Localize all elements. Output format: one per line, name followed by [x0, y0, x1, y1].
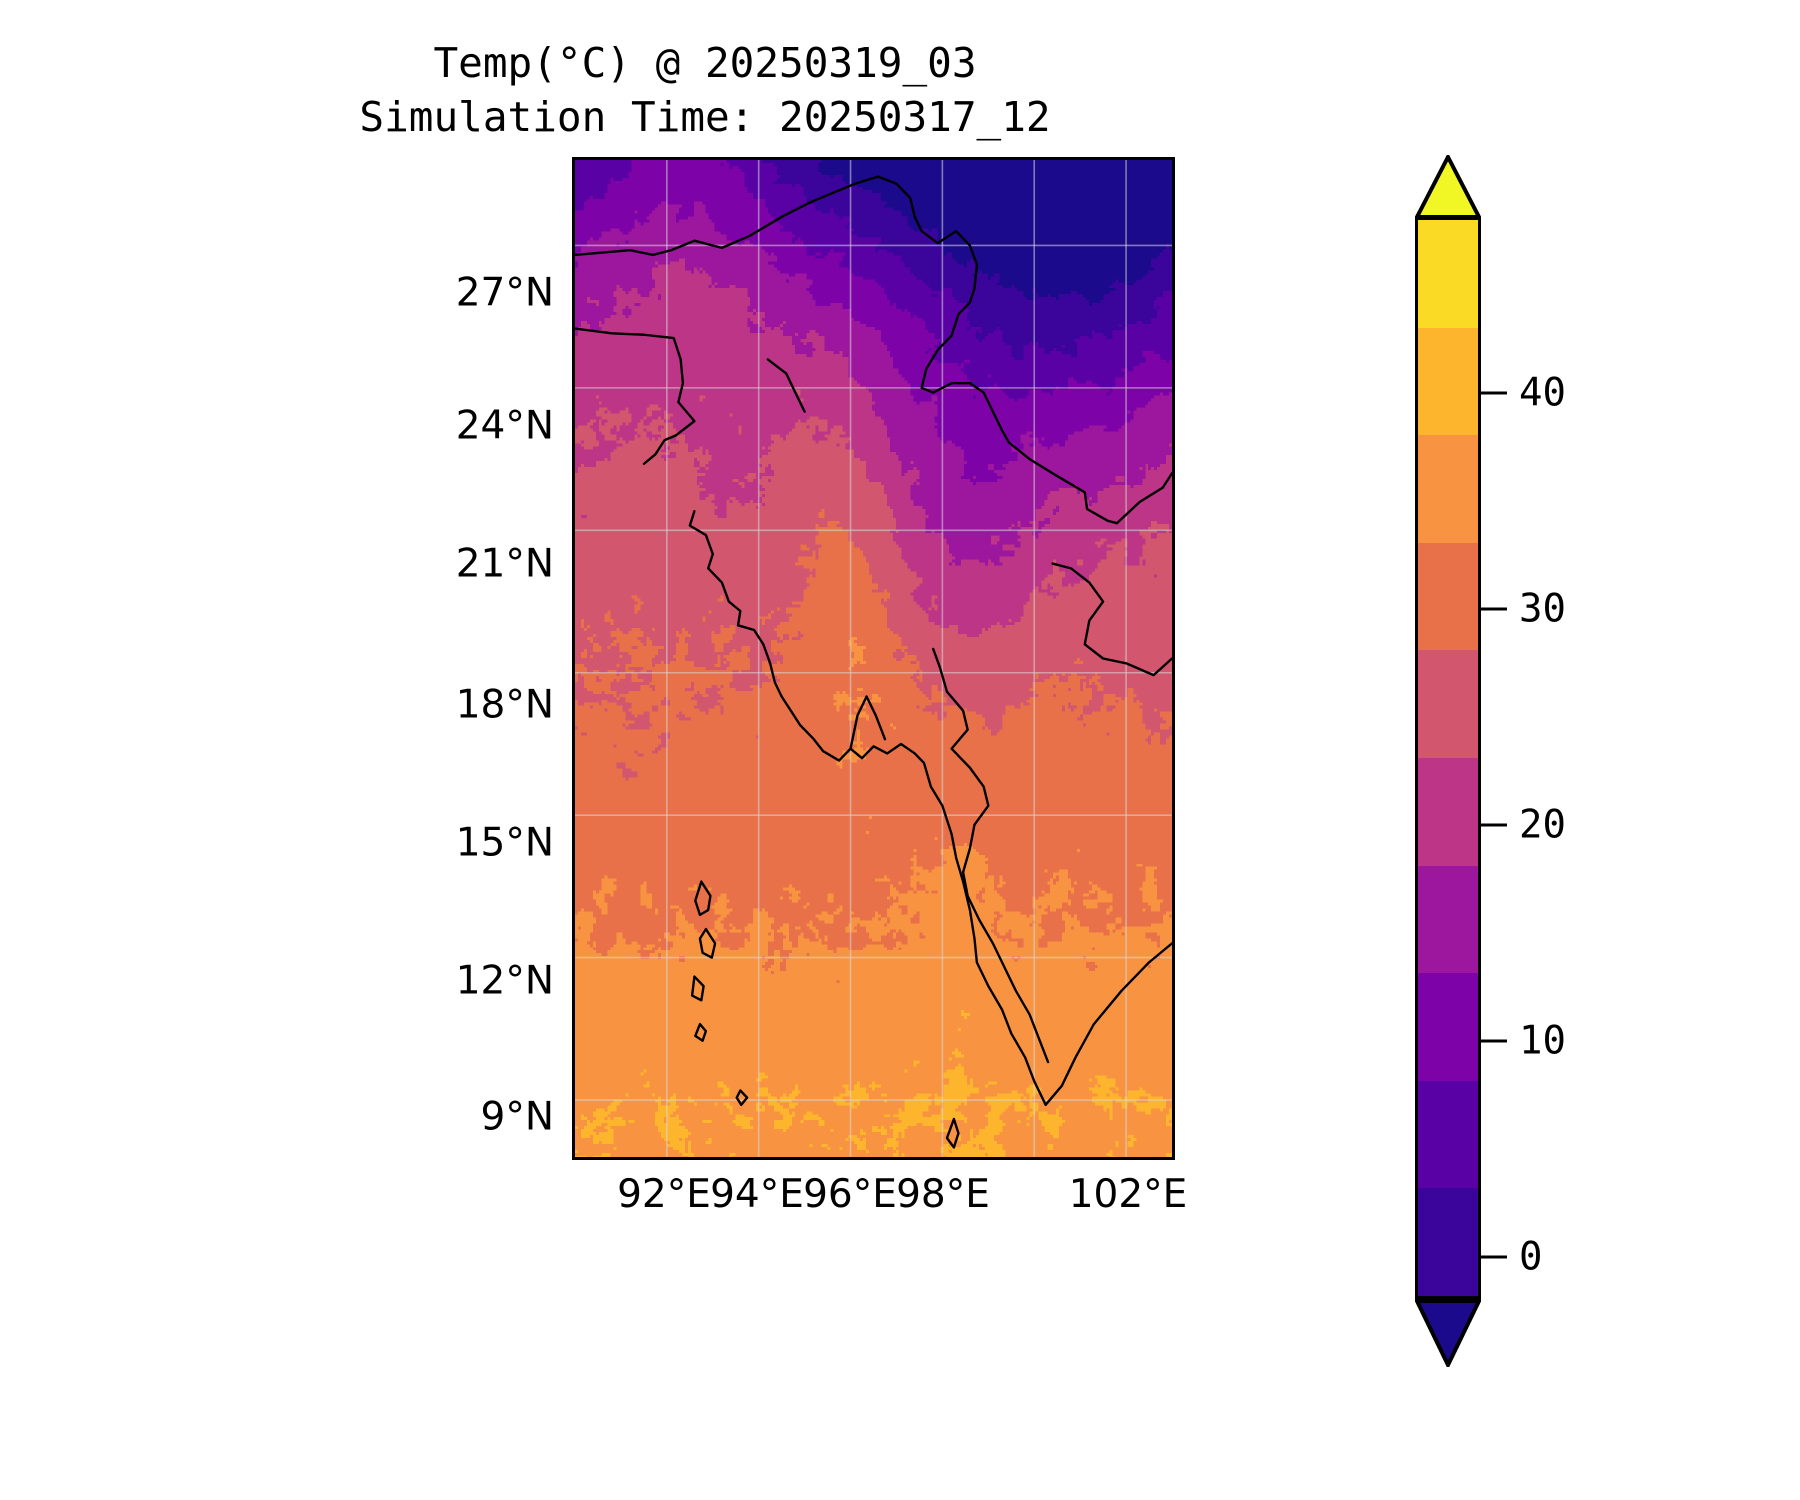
x-tick-label-98E: 98°E — [896, 1172, 990, 1217]
colorbar-band-4 — [1418, 650, 1478, 758]
colorbar-tick-0 — [1481, 1255, 1507, 1259]
y-tick-label-24N: 24°N — [455, 403, 554, 449]
colorbar-band-0 — [1418, 220, 1478, 328]
y-tick-label-18N: 18°N — [455, 682, 554, 728]
temperature-map-axes — [572, 157, 1175, 1160]
title-line-simulation-time: Simulation Time: 20250317_12 — [359, 93, 1051, 142]
title-line-valid-time: Temp(°C) @ 20250319_03 — [433, 39, 977, 87]
coastlines-and-borders — [575, 175, 1172, 1149]
colorbar-tick-20 — [1481, 823, 1507, 827]
y-tick-label-15N: 15°N — [455, 820, 554, 866]
x-tick-label-92E: 92°E — [617, 1172, 711, 1217]
colorbar-band-5 — [1418, 757, 1478, 866]
temperature-field — [575, 160, 1172, 1157]
colorbar-band-9 — [1418, 1188, 1478, 1296]
colorbar: 40 30 20 10 0 — [1415, 155, 1566, 1367]
y-tick-label-12N: 12°N — [455, 958, 554, 1004]
colorbar-band-3 — [1418, 542, 1478, 651]
x-tick-label-94E: 94°E — [710, 1172, 804, 1217]
colorbar-band-6 — [1418, 865, 1478, 974]
colorbar-tick-10 — [1481, 1039, 1507, 1043]
colorbar-label-20: 20 — [1519, 802, 1566, 848]
y-tick-label-21N: 21°N — [455, 541, 554, 587]
chart-title: Temp(°C) @ 20250319_03 Simulation Time: … — [0, 36, 1410, 144]
colorbar-under-cap — [1415, 1299, 1481, 1367]
colorbar-label-0: 0 — [1519, 1234, 1543, 1280]
colorbar-label-40: 40 — [1519, 370, 1566, 416]
colorbar-label-30: 30 — [1519, 586, 1566, 632]
x-tick-label-102E: 102°E — [1068, 1172, 1188, 1217]
x-tick-label-96E: 96°E — [803, 1172, 897, 1217]
colorbar-band-2 — [1418, 435, 1478, 543]
colorbar-over-cap — [1415, 155, 1481, 219]
colorbar-tick-30 — [1481, 607, 1507, 611]
colorbar-tick-40 — [1481, 391, 1507, 395]
y-tick-label-27N: 27°N — [455, 270, 554, 316]
map-gridlines — [575, 160, 1172, 1157]
colorbar-band-7 — [1418, 973, 1478, 1081]
colorbar-band-8 — [1418, 1080, 1478, 1189]
colorbar-bands — [1415, 217, 1481, 1299]
y-tick-label-9N: 9°N — [480, 1094, 555, 1140]
colorbar-band-1 — [1418, 327, 1478, 436]
colorbar-label-10: 10 — [1519, 1018, 1566, 1064]
